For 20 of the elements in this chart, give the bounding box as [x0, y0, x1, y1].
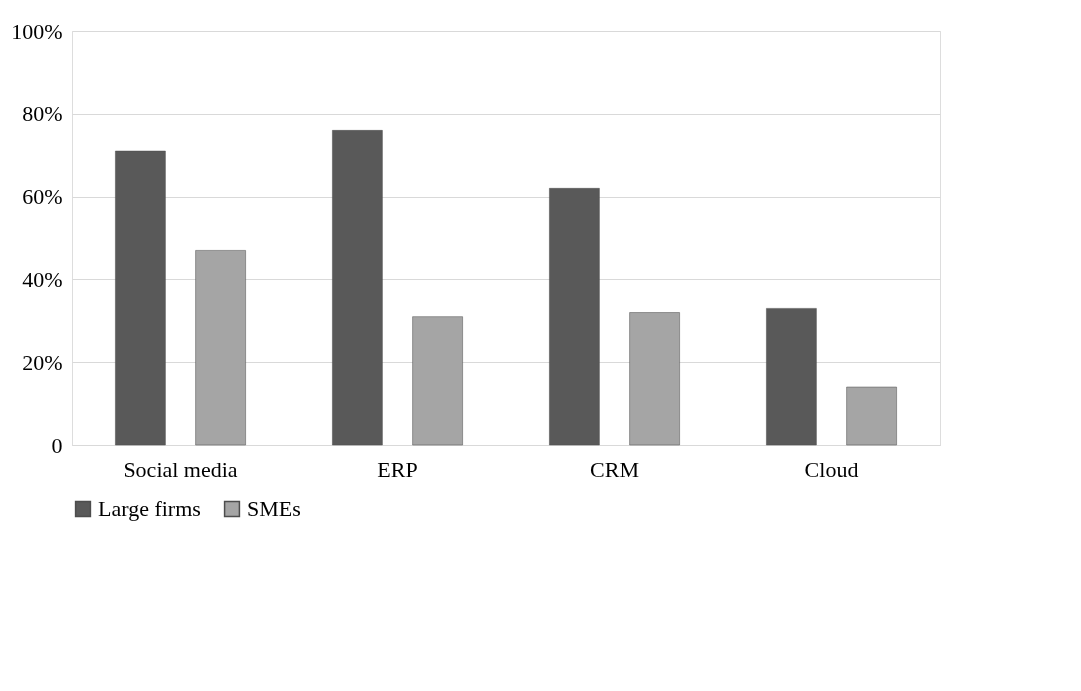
legend-label: SMEs [247, 496, 301, 521]
y-tick-label: 60% [22, 184, 63, 210]
y-tick-label: 100% [11, 18, 63, 44]
bar [629, 312, 680, 446]
x-tick-label: CRM [590, 456, 639, 482]
y-tick-label: 80% [22, 101, 63, 127]
x-tick-label: Cloud [804, 456, 859, 482]
bar [549, 188, 600, 446]
legend-label: Large firms [98, 496, 201, 521]
bar [195, 250, 246, 446]
y-tick-label: 40% [22, 266, 63, 292]
y-tick-label: 20% [22, 349, 63, 375]
x-tick-label: Social media [123, 456, 238, 482]
bar [766, 308, 817, 446]
bar [412, 316, 463, 446]
x-tick-label: ERP [377, 456, 418, 482]
bar [332, 130, 383, 446]
bar [115, 150, 166, 446]
y-tick-label: 0 [51, 432, 63, 458]
bar [846, 386, 897, 446]
